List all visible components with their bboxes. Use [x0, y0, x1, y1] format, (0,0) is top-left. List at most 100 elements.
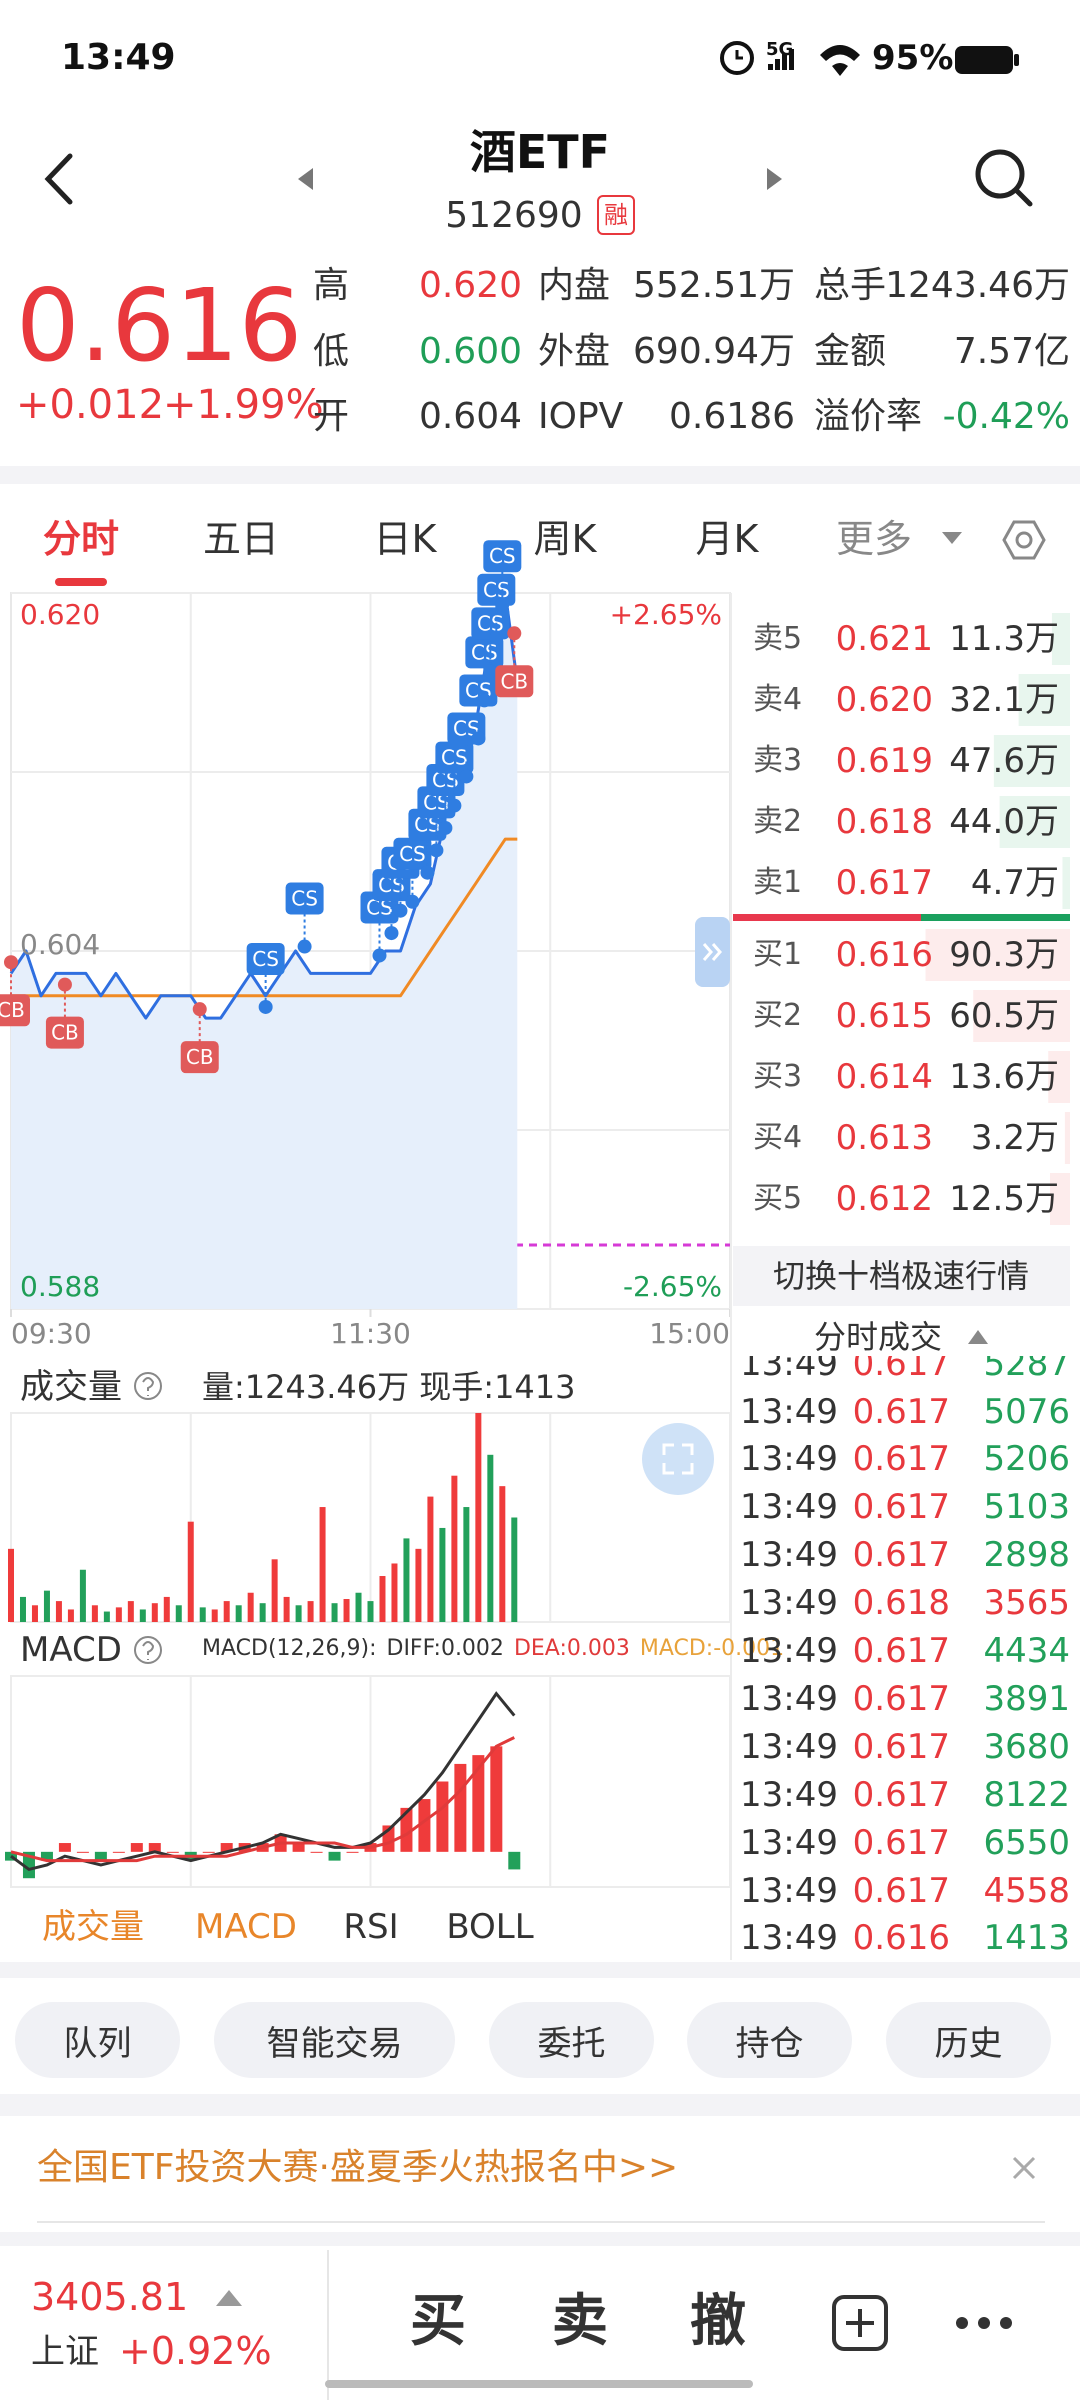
- macd-bar: [436, 1781, 449, 1852]
- action-button[interactable]: 历史: [886, 2002, 1051, 2078]
- stat-value: -0.42%: [942, 396, 1070, 438]
- indicator-tab[interactable]: RSI: [343, 1906, 399, 1947]
- book-label: 买3: [753, 1059, 803, 1094]
- annotation-dot: [258, 999, 273, 1014]
- info-icon: [134, 1636, 162, 1664]
- more-dot: [1000, 2317, 1012, 2329]
- volume-bar: [115, 1607, 122, 1622]
- annotation-label: CS: [471, 640, 498, 664]
- volume-bar: [439, 1527, 446, 1622]
- annotation-label: CS: [291, 887, 318, 911]
- trade-volume: 2898: [983, 1535, 1070, 1576]
- volume-bar: [475, 1413, 482, 1622]
- promo-banner[interactable]: 全国ETF投资大赛·盛夏季火热报名中>>: [37, 2147, 679, 2189]
- book-volume: 47.6万: [949, 740, 1059, 781]
- prev-arrow: [298, 168, 313, 190]
- macd-bar: [94, 1851, 107, 1861]
- trade-button[interactable]: 卖: [552, 2289, 608, 2355]
- macd-bar: [166, 1851, 179, 1853]
- trade-volume: 4434: [983, 1631, 1070, 1671]
- indicator-tab[interactable]: 成交量: [42, 1906, 144, 1947]
- back-button[interactable]: [44, 153, 73, 205]
- book-price: 0.618: [835, 801, 933, 842]
- action-button[interactable]: 委托: [489, 2002, 654, 2078]
- trade-volume: 1413: [983, 1918, 1070, 1959]
- price-area: [11, 593, 518, 1309]
- depth-bar: [1018, 674, 1070, 726]
- trade-price: 0.617: [852, 1391, 950, 1432]
- macd-bar: [400, 1807, 413, 1852]
- macd-bar: [328, 1851, 341, 1861]
- volume-bar: [67, 1609, 74, 1622]
- annotation-dot: [483, 664, 498, 679]
- chart-tab[interactable]: 更多: [835, 517, 913, 562]
- annotation-label: CB: [0, 998, 25, 1022]
- chart-tab[interactable]: 日K: [373, 517, 437, 562]
- annotation-box: [465, 636, 504, 669]
- search-button[interactable]: [975, 149, 1025, 199]
- x-tick-label: 11:30: [330, 1317, 411, 1351]
- alarm-icon: [720, 41, 754, 75]
- expand-button[interactable]: [642, 1423, 714, 1495]
- book-divider-red: [733, 914, 921, 921]
- book-label: 卖2: [753, 804, 803, 839]
- action-button[interactable]: 持仓: [687, 2002, 852, 2078]
- indicator-tab[interactable]: BOLL: [446, 1906, 534, 1947]
- stat-label: 金额: [814, 331, 887, 373]
- annotation-dot: [438, 820, 453, 835]
- settings-button[interactable]: [1002, 520, 1046, 560]
- trade-price: 0.617: [852, 1631, 950, 1671]
- volume-bar: [259, 1603, 266, 1622]
- annotation-dot: [372, 948, 387, 963]
- switch-bg: [733, 1246, 1070, 1306]
- settings-dot: [1015, 531, 1033, 549]
- volume-bar: [8, 1548, 14, 1622]
- book-label: 卖5: [753, 621, 803, 656]
- indicator-tab[interactable]: MACD: [195, 1906, 297, 1947]
- volume-bar: [235, 1605, 242, 1622]
- depth-bar: [1051, 613, 1070, 665]
- index-change: +0.92%: [119, 2329, 272, 2374]
- chart-tab[interactable]: 月K: [695, 517, 759, 562]
- close-banner: [1012, 2156, 1036, 2180]
- trade-button[interactable]: 买: [410, 2289, 466, 2355]
- action-button[interactable]: 队列: [15, 2002, 180, 2078]
- stat-value: 0.620: [418, 265, 522, 307]
- book-price: 0.612: [835, 1178, 933, 1219]
- index-name: 上证: [31, 2331, 99, 2372]
- book-label: 卖1: [753, 865, 803, 900]
- battery-tip: [1014, 54, 1019, 66]
- trade-button[interactable]: 撤: [690, 2289, 746, 2355]
- macd-bar: [418, 1799, 431, 1852]
- chart-tab[interactable]: 周K: [533, 517, 597, 562]
- macd-bar: [40, 1851, 53, 1861]
- status-time: 13:49: [61, 37, 176, 79]
- price-change-pct: +1.99%: [163, 382, 324, 428]
- separator: [0, 2232, 1080, 2246]
- add-button[interactable]: [832, 2295, 888, 2351]
- x-tick-label: 15:00: [649, 1317, 730, 1351]
- more-arrow: [942, 532, 962, 544]
- volume-bar: [319, 1507, 326, 1622]
- book-price: 0.614: [835, 1056, 933, 1097]
- trade-price: 0.616: [852, 1918, 950, 1959]
- annotation-label: CB: [51, 1021, 79, 1045]
- trade-time: 13:49: [740, 1918, 838, 1959]
- trade-time: 13:49: [740, 1822, 838, 1863]
- book-price: 0.620: [835, 679, 933, 720]
- add-icon: [846, 2309, 874, 2337]
- switch-button[interactable]: 切换十档极速行情: [772, 1256, 1030, 1295]
- book-volume: 11.3万: [949, 618, 1059, 659]
- action-button[interactable]: 智能交易: [214, 2002, 455, 2078]
- trade-price: 0.617: [852, 1356, 950, 1384]
- chart-tab[interactable]: 五日: [202, 517, 280, 562]
- chart-tab[interactable]: 分时: [42, 517, 120, 562]
- stat-value: 690.94万: [633, 331, 795, 373]
- annotation-box: [483, 540, 522, 573]
- volume-bar: [379, 1576, 386, 1622]
- alarm-icon: [735, 50, 743, 60]
- volume-bar: [91, 1605, 98, 1622]
- annotation-dot: [57, 977, 72, 992]
